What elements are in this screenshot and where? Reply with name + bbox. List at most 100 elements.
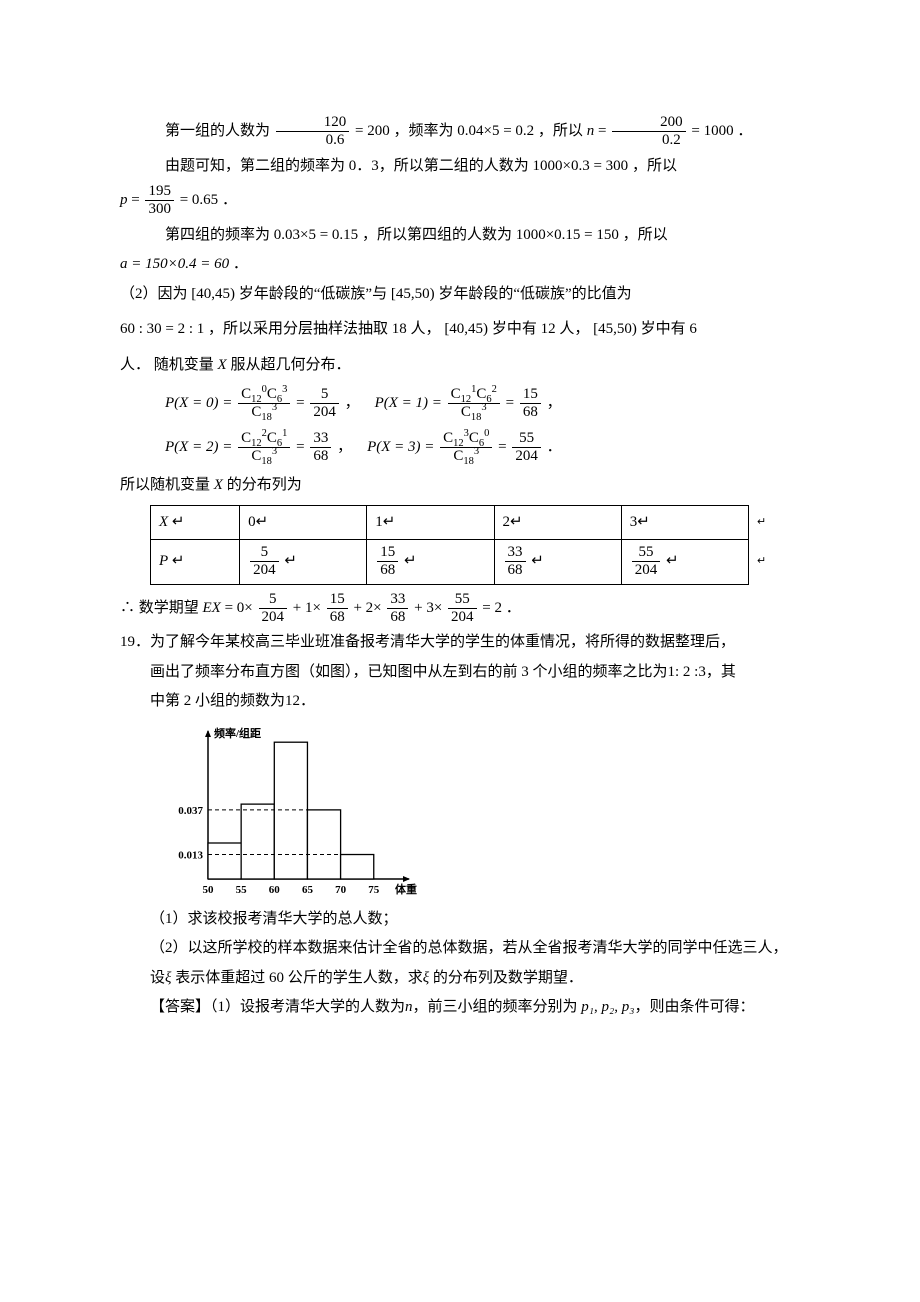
- arrow-icon: ↵: [172, 553, 185, 569]
- text: =: [506, 395, 514, 411]
- interval: [40,45): [444, 321, 488, 337]
- arrow-icon: ↵: [531, 553, 544, 569]
- text: ．: [547, 439, 562, 455]
- svg-text:50: 50: [202, 884, 214, 896]
- text: =: [296, 439, 304, 455]
- text: 岁年龄段的“低碳族”与: [239, 286, 387, 302]
- arrow-icon: ↵: [383, 514, 396, 530]
- text: ，所以: [632, 158, 677, 174]
- question-19-line2: 画出了频率分布直方图（如图），已知图中从左到右的前 3 个小组的频率之比为1: …: [120, 660, 800, 686]
- cell: 2: [503, 514, 511, 530]
- fraction: 1568: [520, 386, 541, 422]
- interval: [40,45): [191, 286, 235, 302]
- svg-text:60: 60: [268, 884, 280, 896]
- text: （1）求该校报考清华大学的总人数；: [150, 911, 398, 927]
- paragraph-7: 60 : 30 = 2 : 1 ，所以采用分层抽样法抽取 18 人， [40,4…: [120, 317, 800, 343]
- question-19-sub2a: （2）以这所学校的样本数据来估计全省的总体数据，若从全省报考清华大学的同学中任选…: [120, 936, 800, 962]
- variable-n: n: [405, 999, 413, 1015]
- svg-text:体重: 体重: [395, 882, 417, 896]
- text: 岁年龄段的“低碳族”的比值为: [438, 286, 631, 302]
- fraction: 2000.2: [612, 114, 686, 150]
- histogram-chart: 0.0370.013505560657075频率/组距体重: [158, 723, 418, 903]
- text: 由题可知，第二组的频率为 0．3，所以第二组的人数为: [165, 158, 529, 174]
- text: =: [498, 439, 506, 455]
- cell-fraction: 1568: [377, 544, 398, 580]
- text: 第四组的频率为: [165, 227, 270, 243]
- answer-line: 【答案】（1）设报考清华大学的人数为n，前三小组的频率分别为 p₁, p₂, p…: [120, 995, 800, 1021]
- text: 为了解今年某校高三毕业班准备报考清华大学的学生的体重情况，将所得的数据整理后，: [150, 634, 735, 650]
- text: ．: [737, 123, 752, 139]
- question-19-sub1: （1）求该校报考清华大学的总人数；: [120, 907, 800, 933]
- svg-text:0.013: 0.013: [178, 849, 203, 861]
- cell: P: [159, 553, 168, 569]
- row-mark: ↵: [749, 540, 776, 585]
- combination-fraction: C121C62 C183: [448, 386, 500, 422]
- text: （2）因为: [120, 286, 188, 302]
- paragraph-6: （2）因为 [40,45) 岁年龄段的“低碳族”与 [45,50) 岁年龄段的“…: [120, 282, 800, 308]
- interval: [45,50): [391, 286, 435, 302]
- arrow-icon: ↵: [404, 553, 417, 569]
- table-row: P ↵ 5204 ↵ 1568 ↵ 3368 ↵ 55204 ↵ ↵: [151, 540, 776, 585]
- combination-fraction: C122C61 C183: [238, 430, 290, 466]
- paragraph-4: 第四组的频率为 0.03×5 = 0.15 ，所以第四组的人数为 1000×0.…: [120, 223, 800, 249]
- question-19-line1: 19．为了解今年某校高三毕业班准备报考清华大学的学生的体重情况，将所得的数据整理…: [120, 630, 800, 656]
- text: 岁中有 6: [641, 321, 697, 337]
- arrow-icon: ↵: [510, 514, 523, 530]
- count: 12: [285, 693, 300, 709]
- cell-fraction: 5204: [250, 544, 279, 580]
- text: ,: [594, 999, 602, 1015]
- text: ，其: [706, 664, 736, 680]
- probability-row-1: P(X = 0) = C120C63 C183 = 5204 ， P(X = 1…: [165, 386, 800, 422]
- fraction: 5204: [259, 591, 288, 627]
- question-number: 19．: [120, 634, 150, 650]
- text: + 3×: [414, 600, 442, 616]
- expectation-line: ∴ 数学期望 EX = 0× 5204 + 1× 1568 + 2× 3368 …: [120, 591, 800, 627]
- paragraph-2: 由题可知，第二组的频率为 0．3，所以第二组的人数为 1000×0.3 = 30…: [120, 154, 800, 180]
- text: ∴ 数学期望: [120, 600, 203, 616]
- text: 中第 2 小组的频数为: [150, 693, 285, 709]
- text: = 2: [482, 600, 502, 616]
- text: = 200: [355, 123, 390, 139]
- arrow-icon: ↵: [256, 514, 269, 530]
- text: ，: [547, 395, 562, 411]
- text: ，: [345, 395, 360, 411]
- text: 画出了频率分布直方图（如图），已知图中从左到右的前 3 个小组的频率之比为: [150, 664, 668, 680]
- text: ，所以: [623, 227, 668, 243]
- prob-label: P(X = 3) =: [367, 439, 434, 455]
- paragraph-1: 第一组的人数为 1200.6 = 200 ，频率为 0.04×5 = 0.2 ，…: [120, 114, 800, 150]
- text: ，所以: [538, 123, 583, 139]
- probability-row-2: P(X = 2) = C122C61 C183 = 3368 ， P(X = 3…: [165, 430, 800, 466]
- variable-p3: p₃: [622, 999, 635, 1015]
- text: = 0×: [225, 600, 253, 616]
- question-19-sub2b: 设ξ 表示体重超过 60 公斤的学生人数，求ξ 的分布列及数学期望．: [120, 966, 800, 992]
- variable-p: p: [120, 192, 128, 208]
- variable-n: n: [587, 123, 595, 139]
- text: 的分布列为: [223, 477, 302, 493]
- text: =: [296, 395, 304, 411]
- svg-text:75: 75: [368, 884, 380, 896]
- variable-p2: p₂: [602, 999, 615, 1015]
- distribution-table: X ↵ 0↵ 1↵ 2↵ 3↵ ↵ P ↵ 5204 ↵ 1568 ↵ 3368…: [150, 505, 776, 585]
- text: 的分布列及数学期望．: [429, 970, 583, 986]
- text: 1000×0.15 = 150: [516, 227, 619, 243]
- text: =: [131, 192, 139, 208]
- variable-X: X: [214, 477, 223, 493]
- cell: 0: [248, 514, 256, 530]
- text: ．: [233, 256, 248, 272]
- arrow-icon: ↵: [284, 553, 297, 569]
- arrow-icon: ↵: [637, 514, 650, 530]
- combination-fraction: C123C60 C183: [440, 430, 492, 466]
- fraction: 55204: [512, 430, 541, 466]
- ratio: 60 : 30 = 2 : 1: [120, 321, 204, 337]
- fraction: 1568: [327, 591, 348, 627]
- text: ．: [222, 192, 237, 208]
- prob-label: P(X = 0) =: [165, 395, 232, 411]
- cell: 1: [375, 514, 383, 530]
- paragraph-3: p = 195300 = 0.65 ．: [120, 183, 800, 219]
- text: 设: [150, 970, 165, 986]
- text: =: [598, 123, 606, 139]
- text: 岁中有 12 人，: [492, 321, 590, 337]
- cell-fraction: 55204: [632, 544, 661, 580]
- table-caption: 所以随机变量 X 的分布列为: [120, 473, 800, 499]
- text: ．: [506, 600, 521, 616]
